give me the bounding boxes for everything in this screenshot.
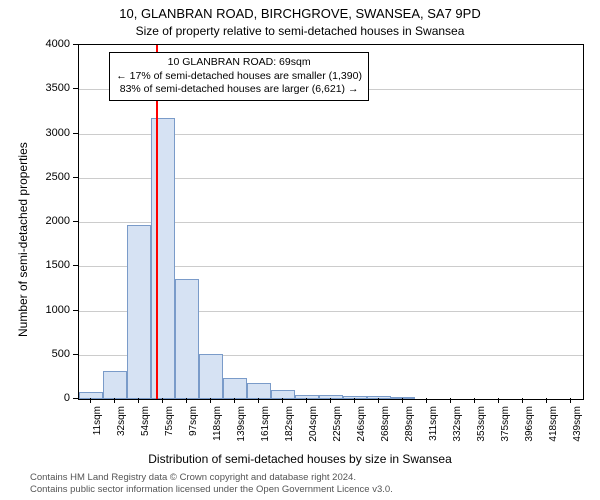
x-tick-mark [474,398,475,403]
x-tick-mark [354,398,355,403]
x-tick-mark [234,398,235,403]
x-tick-label: 311sqm [428,406,439,456]
chart-container: 10, GLANBRAN ROAD, BIRCHGROVE, SWANSEA, … [0,0,600,500]
x-tick-label: 268sqm [380,406,391,456]
y-tick-label: 500 [0,348,70,360]
x-tick-mark [450,398,451,403]
x-tick-label: 396sqm [524,406,535,456]
x-tick-label: 375sqm [500,406,511,456]
x-tick-mark [546,398,547,403]
y-tick-label: 4000 [0,38,70,50]
chart-subtitle: Size of property relative to semi-detach… [0,24,600,38]
x-tick-label: 75sqm [164,406,175,456]
bar [127,225,151,399]
x-tick-mark [162,398,163,403]
x-tick-label: 439sqm [572,406,583,456]
x-tick-mark [306,398,307,403]
annotation-line2: ← 17% of semi-detached houses are smalle… [116,70,362,84]
bar [175,279,199,399]
x-tick-label: 118sqm [212,406,223,456]
x-tick-label: 332sqm [452,406,463,456]
x-tick-label: 161sqm [260,406,271,456]
annotation-line3: 83% of semi-detached houses are larger (… [116,83,362,97]
bar [103,371,127,399]
x-tick-mark [570,398,571,403]
y-tick-label: 2500 [0,171,70,183]
x-tick-label: 11sqm [92,406,103,456]
x-tick-label: 353sqm [476,406,487,456]
x-tick-label: 204sqm [308,406,319,456]
chart-title: 10, GLANBRAN ROAD, BIRCHGROVE, SWANSEA, … [0,6,600,21]
y-tick-label: 3500 [0,82,70,94]
x-tick-label: 54sqm [140,406,151,456]
x-tick-label: 139sqm [236,406,247,456]
bar [151,118,175,399]
y-tick-label: 3000 [0,127,70,139]
x-tick-label: 246sqm [356,406,367,456]
x-tick-mark [138,398,139,403]
x-tick-mark [498,398,499,403]
x-tick-mark [330,398,331,403]
x-tick-mark [114,398,115,403]
x-tick-mark [378,398,379,403]
footer-line2: Contains public sector information licen… [30,484,393,496]
x-tick-label: 182sqm [284,406,295,456]
y-tick-label: 1000 [0,304,70,316]
x-tick-label: 97sqm [188,406,199,456]
footer: Contains HM Land Registry data © Crown c… [30,472,393,497]
x-tick-mark [258,398,259,403]
plot-area: 10 GLANBRAN ROAD: 69sqm ← 17% of semi-de… [78,44,584,400]
x-tick-mark [282,398,283,403]
annotation-line1: 10 GLANBRAN ROAD: 69sqm [116,56,362,70]
x-tick-mark [426,398,427,403]
x-tick-mark [402,398,403,403]
x-tick-mark [186,398,187,403]
bar [199,354,223,399]
x-tick-mark [210,398,211,403]
x-tick-mark [90,398,91,403]
bar [223,378,247,399]
x-tick-label: 32sqm [116,406,127,456]
y-tick-label: 2000 [0,215,70,227]
y-tick-label: 1500 [0,259,70,271]
y-tick-label: 0 [0,392,70,404]
x-tick-label: 225sqm [332,406,343,456]
footer-line1: Contains HM Land Registry data © Crown c… [30,472,393,484]
bar [247,383,271,399]
x-axis-label: Distribution of semi-detached houses by … [0,452,600,466]
x-tick-label: 289sqm [404,406,415,456]
annotation-box: 10 GLANBRAN ROAD: 69sqm ← 17% of semi-de… [109,52,369,101]
x-tick-mark [522,398,523,403]
x-tick-label: 418sqm [548,406,559,456]
